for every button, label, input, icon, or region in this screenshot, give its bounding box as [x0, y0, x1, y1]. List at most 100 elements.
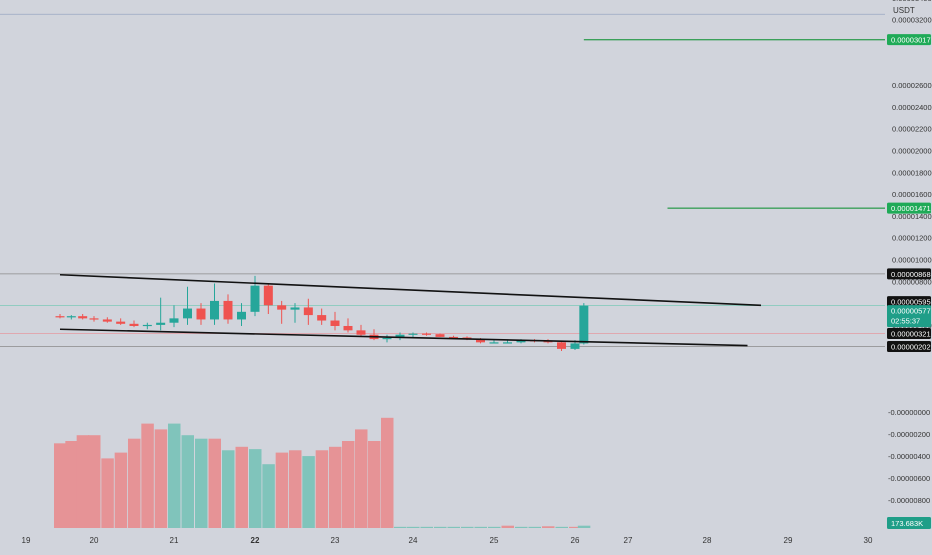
candle-body: [66, 316, 76, 318]
candle-body: [395, 334, 405, 338]
x-tick-label: 24: [409, 536, 418, 545]
volume-bar: [501, 525, 514, 528]
candle-body: [263, 285, 273, 306]
price-tick-label: 0.00001200: [892, 234, 932, 243]
candle-body: [223, 300, 233, 320]
x-tick-label: 28: [703, 536, 712, 545]
volume-tick-label: -0.00000000: [888, 408, 930, 417]
price-label-value: 0.00000595: [891, 298, 931, 307]
x-tick-label: 27: [624, 536, 633, 545]
price-tick-label: 0.00002000: [892, 147, 932, 156]
price-label-value: 0.00000202: [891, 342, 931, 351]
candle-body: [435, 334, 445, 337]
volume-bar: [394, 526, 407, 528]
volume-bar: [289, 450, 302, 528]
volume-bar: [302, 456, 315, 528]
volume-bar: [474, 526, 487, 528]
candle-body: [557, 342, 566, 349]
volume-bar: [542, 526, 555, 528]
candle-body: [408, 333, 418, 335]
volume-tick-label: -0.00000200: [888, 430, 930, 439]
candle-body: [55, 316, 65, 318]
volume-bar: [88, 435, 101, 528]
price-label-box: [887, 305, 931, 328]
volume-bar: [195, 438, 208, 528]
candle-body: [579, 305, 589, 344]
price-label-box: [887, 296, 931, 308]
x-tick-label: 19: [22, 536, 31, 545]
candle-body: [382, 337, 392, 340]
candle-body: [210, 300, 219, 320]
volume-bar: [528, 526, 541, 528]
candle-body: [330, 320, 340, 326]
volume-bar: [128, 438, 141, 528]
volume-bar: [488, 526, 501, 528]
volume-bar: [235, 446, 248, 528]
price-label-value: 0.00000577: [891, 307, 931, 316]
candle-body: [116, 321, 126, 324]
candle-body: [489, 342, 499, 344]
candle-body: [78, 316, 88, 319]
volume-bar: [54, 443, 67, 528]
candle-body: [196, 308, 206, 320]
volume-bar: [555, 526, 568, 528]
candle-body: [102, 319, 112, 322]
volume-bar: [515, 526, 528, 528]
price-tick-label: 0.00003200: [892, 16, 932, 25]
candle-body: [250, 285, 260, 312]
volume-bar: [329, 446, 342, 528]
price-label-value: 0.00000868: [891, 270, 931, 279]
trendline: [59, 328, 748, 347]
volume-bar: [208, 438, 221, 528]
volume-bar: [154, 429, 168, 528]
candle-body: [317, 315, 327, 321]
price-label-value: 0.00000321: [891, 330, 931, 339]
candle-body: [169, 318, 179, 323]
volume-bar: [434, 526, 447, 528]
candle-body: [290, 307, 300, 310]
volume-bar: [315, 450, 329, 528]
price-label-box: [887, 202, 931, 214]
price-label-box: [887, 328, 931, 340]
volume-bar: [114, 452, 128, 528]
candle-body: [156, 322, 166, 325]
volume-bar: [101, 458, 114, 528]
price-tick-label: 0.00001400: [892, 212, 932, 221]
x-tick-label: 22: [251, 536, 260, 545]
volume-tick-label: -0.00000400: [888, 452, 930, 461]
volume-bar: [407, 526, 420, 528]
candle-body: [237, 311, 246, 320]
candle-body: [516, 340, 526, 343]
price-label-value: 0.00001471: [891, 204, 931, 213]
volume-bar: [447, 526, 460, 528]
x-tick-label: 21: [170, 536, 179, 545]
x-tick-label: 30: [864, 536, 873, 545]
volume-bar: [275, 452, 289, 528]
price-label-box: [887, 340, 931, 352]
price-tick-label: 0.00002600: [892, 81, 932, 90]
countdown-label: 02:55:37: [891, 317, 920, 326]
currency-label: USDT: [893, 6, 915, 15]
price-tick-label: 0.00002400: [892, 103, 932, 112]
volume-label-box: [887, 517, 931, 529]
candle-body: [422, 333, 431, 335]
volume-bar: [262, 464, 275, 528]
price-label-box: [887, 268, 931, 280]
volume-bar: [141, 423, 154, 528]
volume-bar: [461, 526, 474, 528]
price-tick-label: 0.00001000: [892, 256, 932, 265]
volume-bar: [420, 526, 433, 528]
candle-body: [570, 343, 580, 349]
price-tick-label: 0.00001800: [892, 168, 932, 177]
volume-bar: [65, 441, 78, 528]
candle-body: [356, 330, 366, 335]
volume-bar: [381, 417, 394, 528]
volume-bar: [76, 435, 90, 528]
volume-bar: [569, 526, 582, 528]
candle-body: [343, 325, 353, 331]
price-tick-label: 0.00001600: [892, 190, 932, 199]
candle-body: [183, 308, 192, 319]
candle-body: [89, 318, 99, 320]
